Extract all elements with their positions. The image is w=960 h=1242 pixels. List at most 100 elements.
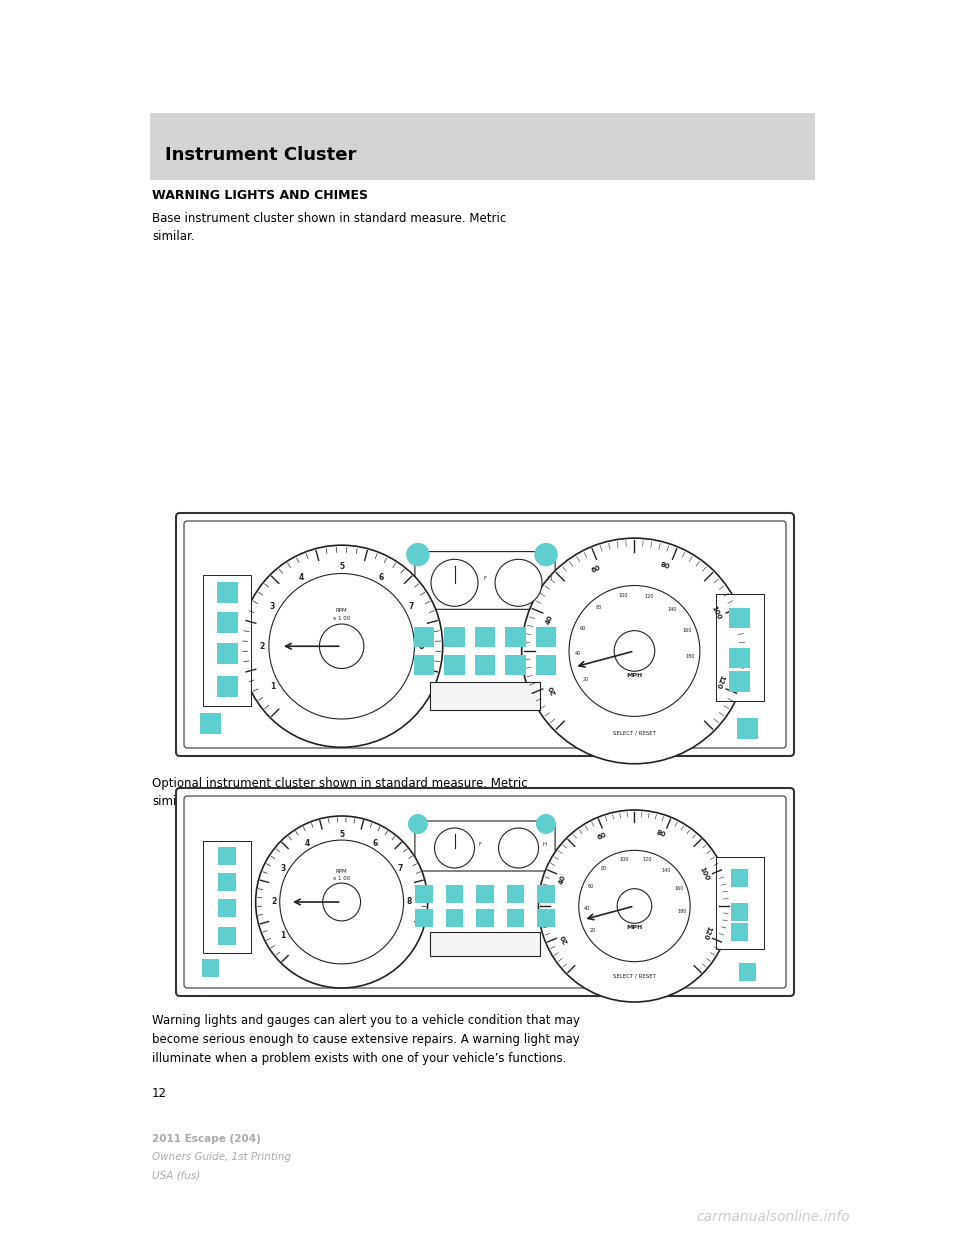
Text: 160: 160: [675, 887, 684, 892]
Bar: [445, 886, 464, 903]
Text: 60: 60: [596, 832, 608, 841]
Text: 40: 40: [558, 874, 566, 886]
Bar: [730, 607, 750, 628]
Text: 100: 100: [618, 594, 628, 599]
Text: 40: 40: [584, 905, 589, 912]
Circle shape: [495, 559, 542, 606]
Bar: [730, 671, 750, 692]
Text: 7: 7: [408, 602, 414, 611]
Bar: [217, 612, 238, 633]
Circle shape: [406, 543, 430, 566]
Text: 3: 3: [280, 863, 285, 873]
Bar: [730, 647, 750, 668]
Bar: [445, 909, 464, 927]
Bar: [505, 626, 526, 647]
Text: RPM: RPM: [336, 869, 348, 874]
Circle shape: [269, 574, 415, 719]
Circle shape: [431, 559, 478, 606]
Bar: [444, 626, 465, 647]
Bar: [507, 886, 524, 903]
Text: 120: 120: [642, 857, 652, 862]
Circle shape: [614, 631, 655, 671]
Text: F: F: [479, 842, 482, 847]
Text: 120: 120: [702, 924, 712, 940]
Text: 100: 100: [698, 866, 709, 882]
Bar: [414, 626, 434, 647]
Circle shape: [241, 545, 443, 748]
Text: SELECT / RESET: SELECT / RESET: [613, 974, 656, 979]
Bar: [219, 873, 236, 891]
Text: 100: 100: [620, 857, 629, 862]
Bar: [217, 581, 238, 602]
Bar: [415, 909, 433, 927]
Bar: [731, 923, 749, 940]
Text: 80: 80: [601, 866, 608, 871]
Text: 2: 2: [259, 642, 264, 651]
Text: 180: 180: [678, 908, 686, 914]
Bar: [430, 682, 540, 709]
Circle shape: [521, 538, 747, 764]
Text: 180: 180: [685, 655, 695, 660]
Bar: [476, 886, 493, 903]
Text: MPH: MPH: [626, 924, 642, 929]
Text: 3: 3: [270, 602, 276, 611]
Bar: [738, 964, 756, 981]
Text: 20: 20: [560, 933, 569, 944]
Text: 12: 12: [152, 1087, 167, 1100]
Text: 140: 140: [667, 606, 677, 611]
Text: 20: 20: [583, 677, 588, 682]
Text: x 1 00: x 1 00: [333, 616, 350, 621]
Bar: [737, 718, 757, 739]
Bar: [538, 909, 555, 927]
Text: 80: 80: [655, 830, 666, 838]
Text: 120: 120: [714, 674, 725, 689]
Bar: [219, 847, 236, 864]
Text: 4: 4: [305, 838, 310, 847]
Circle shape: [498, 828, 539, 868]
Bar: [219, 928, 236, 945]
Text: 6: 6: [373, 838, 378, 847]
Text: Instrument Cluster: Instrument Cluster: [165, 147, 356, 164]
Text: 40: 40: [575, 651, 581, 657]
Bar: [217, 643, 238, 663]
Text: Optional instrument cluster shown in standard measure. Metric
similar.: Optional instrument cluster shown in sta…: [152, 777, 528, 809]
Text: 1: 1: [270, 682, 276, 691]
Text: 2: 2: [271, 898, 276, 907]
Text: 100: 100: [710, 605, 722, 621]
Text: 8: 8: [419, 642, 424, 651]
Text: Warning lights and gauges can alert you to a vehicle condition that may
become s: Warning lights and gauges can alert you …: [152, 1013, 580, 1064]
Text: x 1 00: x 1 00: [333, 877, 350, 882]
Text: 6: 6: [379, 573, 384, 581]
Text: SELECT / RESET: SELECT / RESET: [613, 730, 656, 735]
FancyBboxPatch shape: [716, 857, 763, 949]
Bar: [200, 713, 221, 734]
Circle shape: [539, 810, 731, 1002]
Text: 120: 120: [644, 594, 654, 599]
Text: H: H: [542, 842, 546, 847]
Bar: [505, 655, 526, 676]
Bar: [219, 899, 236, 917]
Text: 80: 80: [660, 561, 671, 570]
Text: F: F: [484, 575, 487, 580]
Bar: [474, 626, 495, 647]
Bar: [476, 909, 493, 927]
Circle shape: [435, 828, 474, 868]
Text: carmanualsonline.info: carmanualsonline.info: [696, 1210, 850, 1225]
Text: 60: 60: [590, 564, 602, 574]
Text: 80: 80: [596, 605, 602, 610]
Circle shape: [255, 816, 427, 987]
FancyBboxPatch shape: [150, 113, 815, 180]
Text: Base instrument cluster shown in standard measure. Metric
similar.: Base instrument cluster shown in standar…: [152, 212, 506, 243]
Bar: [731, 869, 749, 887]
Text: 8: 8: [407, 898, 412, 907]
Circle shape: [323, 883, 361, 920]
FancyBboxPatch shape: [176, 787, 794, 996]
Circle shape: [536, 814, 556, 833]
Text: Owners Guide, 1st Printing: Owners Guide, 1st Printing: [152, 1153, 291, 1163]
Text: 5: 5: [339, 561, 345, 571]
Text: 60: 60: [580, 626, 586, 631]
Circle shape: [579, 851, 690, 961]
Bar: [414, 655, 434, 676]
Bar: [536, 626, 557, 647]
Text: 7: 7: [397, 863, 403, 873]
